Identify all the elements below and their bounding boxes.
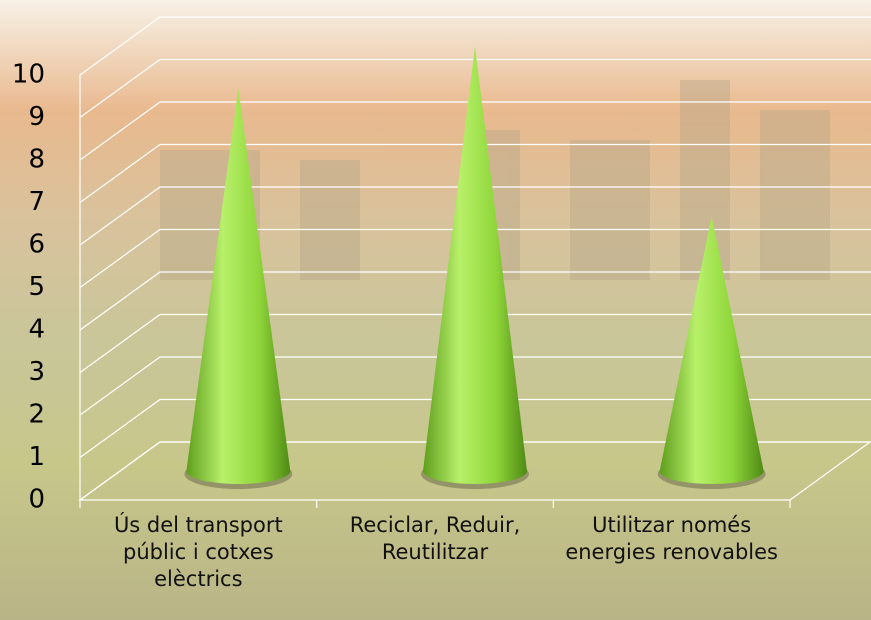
y-tick-label: 6 xyxy=(28,230,45,260)
y-tick-label: 2 xyxy=(28,400,45,430)
x-tick-label: Ús del transport públic i cotxes elèctri… xyxy=(113,513,283,591)
grid-line xyxy=(79,58,871,118)
y-tick-label: 8 xyxy=(28,145,45,175)
cone xyxy=(657,216,766,489)
grid-line xyxy=(79,271,871,331)
grid-line xyxy=(79,101,871,161)
y-tick-label: 5 xyxy=(28,272,45,302)
grid-line xyxy=(79,398,871,458)
y-tick-label: 0 xyxy=(28,485,45,515)
y-tick-label: 1 xyxy=(28,442,45,472)
grid-line xyxy=(79,441,871,501)
grid-line xyxy=(79,186,871,246)
y-tick-label: 7 xyxy=(28,187,45,217)
grid-line xyxy=(79,313,871,373)
cone xyxy=(421,46,529,489)
grid-line xyxy=(79,228,871,288)
y-tick-label: 9 xyxy=(28,102,45,132)
cone xyxy=(184,88,293,489)
y-tick-label: 3 xyxy=(28,357,45,387)
grid-line xyxy=(79,143,871,203)
grid-line xyxy=(79,356,871,416)
x-tick-label: Reciclar, Reduir, Reutilitzar xyxy=(349,513,521,564)
y-tick-label: 4 xyxy=(28,315,45,345)
x-tick-label: Utilitzar només energies renovables xyxy=(565,513,778,564)
y-tick-label: 10 xyxy=(12,60,45,90)
grid-line xyxy=(79,16,871,76)
